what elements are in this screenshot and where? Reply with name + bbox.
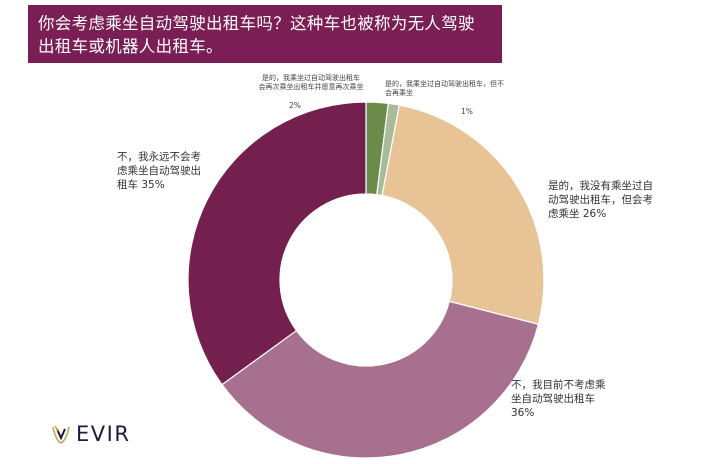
label-slice-not-again-line-1: 是的，我乘坐过自动驾驶出租车，但不	[385, 80, 504, 88]
slice-not-currently	[221, 300, 540, 459]
label-slice-not-currently: 不，我目前不考虑乘 坐自动驾驶出租车 36%	[511, 378, 631, 420]
label-slice-not-currently-line-1: 不，我目前不考虑乘	[511, 379, 606, 391]
slice-never	[187, 101, 367, 386]
label-slice-not-currently-line-3: 36%	[511, 407, 535, 419]
pct-slice-ride-again: 2%	[289, 101, 301, 110]
label-slice-not-again: 是的，我乘坐过自动驾驶出租车，但不 会再乘坐	[385, 80, 545, 98]
label-slice-not-again-line-2: 会再乘坐	[385, 89, 413, 97]
evir-logo: EVIR	[50, 420, 130, 448]
label-slice-ride-again-line-2: 会再次乘坐出租车并愿意再次乘坐	[258, 83, 364, 91]
title-bar: 你会考虑乘坐自动驾驶出租车吗？这种车也被称为无人驾驶 出租车或机器人出租车。	[28, 5, 502, 63]
slice-would-consider	[381, 104, 545, 325]
label-slice-never-line-2: 虑乘坐自动驾驶出	[117, 165, 201, 177]
label-slice-never: 不，我永远不会考 虑乘坐自动驾驶出 租车 35%	[117, 150, 227, 192]
label-slice-not-currently-line-2: 坐自动驾驶出租车	[511, 393, 595, 405]
label-slice-would-consider-line-1: 是的，我没有乘坐过自	[548, 180, 653, 192]
logo-text: EVIR	[76, 422, 131, 446]
label-slice-would-consider-line-2: 动驾驶出租车，但会考	[548, 194, 653, 206]
chart-title-line-2: 出租车或机器人出租车。	[38, 37, 223, 56]
pct-slice-not-again: 1%	[461, 107, 473, 116]
label-slice-would-consider-line-3: 虑乘坐 26%	[548, 208, 607, 220]
chart-title-line-1: 你会考虑乘坐自动驾驶出租车吗？这种车也被称为无人驾驶	[38, 14, 475, 33]
label-slice-never-line-3: 租车 35%	[117, 179, 165, 191]
label-slice-ride-again-line-1: 是的，我乘坐过自动驾驶出租车	[262, 74, 360, 82]
evir-logo-icon	[52, 425, 70, 444]
label-slice-never-line-1: 不，我永远不会考	[117, 151, 201, 163]
label-slice-would-consider: 是的，我没有乘坐过自 动驾驶出租车，但会考 虑乘坐 26%	[548, 179, 678, 221]
label-slice-ride-again: 是的，我乘坐过自动驾驶出租车 会再次乘坐出租车并愿意再次乘坐	[232, 74, 390, 92]
